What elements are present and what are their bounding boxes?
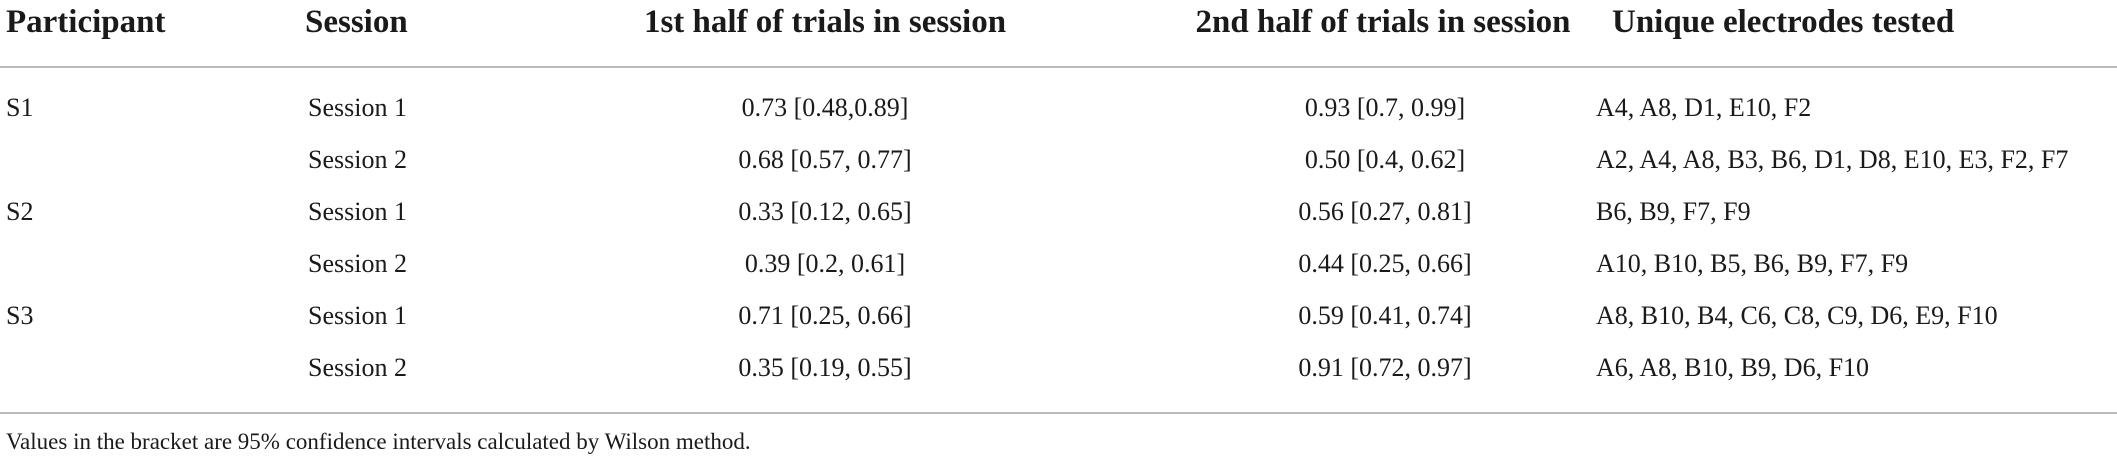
second-half-cell: 0.56 [0.27, 0.81] (1298, 197, 1472, 226)
first-half-cell: 0.33 [0.12, 0.65] (738, 197, 912, 226)
second-half-cell: 0.59 [0.41, 0.74] (1298, 301, 1472, 330)
electrodes-cell: A8, B10, B4, C6, C8, C9, D6, E9, F10 (1596, 301, 1998, 330)
second-half-cell: 0.50 [0.4, 0.62] (1304, 145, 1466, 174)
participant-cell: S3 (6, 301, 34, 330)
session-cell: Session 2 (308, 249, 407, 278)
electrodes-cell: A4, A8, D1, E10, F2 (1596, 93, 1812, 122)
first-half-cell: 0.68 [0.57, 0.77] (738, 145, 912, 174)
table-row: Session 2 0.39 [0.2, 0.61] 0.44 [0.25, 0… (0, 238, 2117, 290)
table-header: Participant Session 1st half of trials i… (0, 0, 2117, 64)
first-half-cell: 0.35 [0.19, 0.55] (738, 353, 912, 382)
electrodes-cell: B6, B9, F7, F9 (1596, 197, 1751, 226)
second-half-cell: 0.93 [0.7, 0.99] (1304, 93, 1466, 122)
first-half-cell: 0.39 [0.2, 0.61] (744, 249, 906, 278)
footer-divider (0, 412, 2117, 414)
header-session: Session (305, 4, 408, 40)
electrodes-cell: A2, A4, A8, B3, B6, D1, D8, E10, E3, F2,… (1596, 145, 2069, 174)
session-cell: Session 1 (308, 301, 407, 330)
header-first-half: 1st half of trials in session (643, 4, 1007, 40)
first-half-cell: 0.73 [0.48,0.89] (741, 93, 909, 122)
session-cell: Session 1 (308, 197, 407, 226)
participant-cell: S1 (6, 93, 34, 122)
table-row: S3 Session 1 0.71 [0.25, 0.66] 0.59 [0.4… (0, 290, 2117, 342)
session-cell: Session 2 (308, 145, 407, 174)
electrodes-cell: A10, B10, B5, B6, B9, F7, F9 (1596, 249, 1909, 278)
header-participant: Participant (6, 4, 166, 40)
table-row: S2 Session 1 0.33 [0.12, 0.65] 0.56 [0.2… (0, 186, 2117, 238)
session-cell: Session 1 (308, 93, 407, 122)
session-cell: Session 2 (308, 353, 407, 382)
participant-cell: S2 (6, 197, 34, 226)
table-row: Session 2 0.68 [0.57, 0.77] 0.50 [0.4, 0… (0, 134, 2117, 186)
second-half-cell: 0.91 [0.72, 0.97] (1298, 353, 1472, 382)
header-divider (0, 66, 2117, 68)
first-half-cell: 0.71 [0.25, 0.66] (738, 301, 912, 330)
second-half-cell: 0.44 [0.25, 0.66] (1298, 249, 1472, 278)
header-electrodes: Unique electrodes tested (1612, 4, 1955, 40)
table-row: S1 Session 1 0.73 [0.48,0.89] 0.93 [0.7,… (0, 82, 2117, 134)
electrodes-cell: A6, A8, B10, B9, D6, F10 (1596, 353, 1870, 382)
table-row: Session 2 0.35 [0.19, 0.55] 0.91 [0.72, … (0, 342, 2117, 394)
table-footnote: Values in the bracket are 95% confidence… (6, 429, 751, 454)
header-second-half: 2nd half of trials in session (1195, 4, 1571, 40)
